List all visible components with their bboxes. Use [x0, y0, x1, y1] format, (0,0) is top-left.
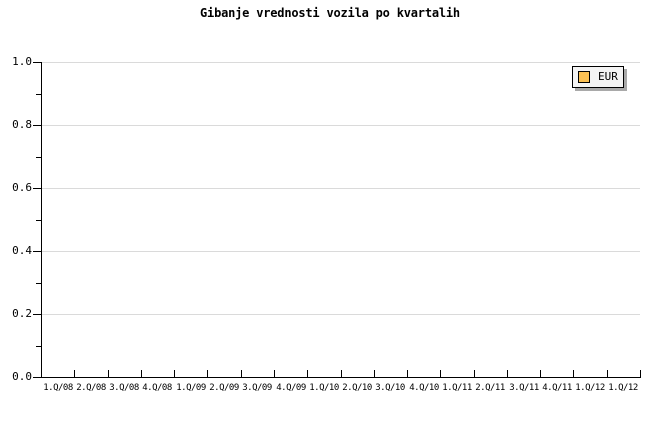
x-axis-category-label: 3.Q/09 — [242, 383, 272, 393]
x-axis-tick — [74, 370, 75, 377]
x-axis-tick — [108, 370, 109, 377]
x-axis-category-label: 1.Q/08 — [43, 383, 73, 393]
x-axis-category-label: 1.Q/12 — [608, 383, 638, 393]
y-axis-major-tick — [33, 377, 41, 378]
x-axis-category-label: 3.Q/11 — [509, 383, 539, 393]
x-axis-tick — [407, 370, 408, 377]
x-axis-tick — [241, 370, 242, 377]
x-axis-category-label: 4.Q/10 — [409, 383, 439, 393]
legend-box: EUR — [572, 66, 624, 88]
y-gridline — [42, 251, 640, 252]
x-axis-tick — [174, 370, 175, 377]
x-axis-tick — [307, 370, 308, 377]
x-axis-category-label: 4.Q/11 — [542, 383, 572, 393]
x-axis-category-label: 4.Q/08 — [142, 383, 172, 393]
x-axis-category-label: 1.Q/09 — [176, 383, 206, 393]
y-gridline — [42, 62, 640, 63]
x-axis-category-label: 1.Q/12 — [575, 383, 605, 393]
x-axis-tick — [507, 370, 508, 377]
x-axis-tick — [274, 370, 275, 377]
x-axis-category-label: 4.Q/09 — [276, 383, 306, 393]
x-axis-category-label: 3.Q/10 — [375, 383, 405, 393]
y-gridline — [42, 314, 640, 315]
x-axis-tick — [640, 370, 641, 377]
x-axis-line — [41, 377, 641, 378]
x-axis-tick — [207, 370, 208, 377]
y-axis-major-tick — [33, 314, 41, 315]
y-axis-tick-label: 0.6 — [12, 181, 32, 194]
x-axis-tick — [141, 370, 142, 377]
y-axis-tick-label: 1.0 — [12, 55, 32, 68]
y-axis-tick-label: 0.2 — [12, 307, 32, 320]
y-axis-major-tick — [33, 125, 41, 126]
y-axis-tick-label: 0.4 — [12, 244, 32, 257]
x-axis-tick — [374, 370, 375, 377]
x-axis-category-label: 2.Q/10 — [342, 383, 372, 393]
x-axis-tick — [440, 370, 441, 377]
y-gridline — [42, 125, 640, 126]
x-axis-tick — [607, 370, 608, 377]
x-axis-tick — [474, 370, 475, 377]
y-axis-minor-tick — [36, 94, 41, 95]
x-axis-tick — [540, 370, 541, 377]
y-axis-minor-tick — [36, 283, 41, 284]
x-axis-category-label: 1.Q/10 — [309, 383, 339, 393]
x-axis-tick — [573, 370, 574, 377]
y-gridline — [42, 188, 640, 189]
x-axis-category-label: 3.Q/08 — [109, 383, 139, 393]
y-axis-minor-tick — [36, 157, 41, 158]
legend-label-eur: EUR — [598, 70, 618, 83]
y-axis-minor-tick — [36, 346, 41, 347]
y-axis-minor-tick — [36, 220, 41, 221]
chart-title: Gibanje vrednosti vozila po kvartalih — [200, 6, 460, 20]
legend-swatch-eur — [578, 71, 590, 83]
x-axis-category-label: 2.Q/11 — [475, 383, 505, 393]
y-axis-major-tick — [33, 251, 41, 252]
y-axis-tick-label: 0.8 — [12, 118, 32, 131]
y-axis-tick-label: 0.0 — [12, 370, 32, 383]
y-axis-major-tick — [33, 188, 41, 189]
y-axis-major-tick — [33, 62, 41, 63]
x-axis-category-label: 1.Q/11 — [442, 383, 472, 393]
x-axis-category-label: 2.Q/09 — [209, 383, 239, 393]
x-axis-tick — [341, 370, 342, 377]
y-axis-line — [41, 62, 42, 378]
x-axis-category-label: 2.Q/08 — [76, 383, 106, 393]
